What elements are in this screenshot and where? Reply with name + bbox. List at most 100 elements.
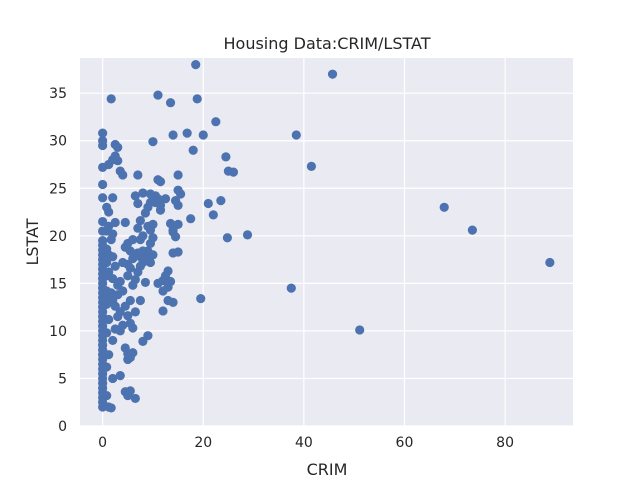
data-point — [130, 393, 140, 404]
data-point — [108, 252, 118, 262]
data-point — [439, 202, 449, 212]
data-point — [98, 193, 108, 203]
y-tick-label: 15 — [49, 276, 67, 292]
data-point — [306, 161, 317, 172]
data-point — [102, 328, 112, 338]
data-point — [104, 350, 114, 360]
data-point — [170, 232, 181, 242]
data-point — [168, 297, 178, 307]
data-point — [106, 403, 116, 413]
data-point — [145, 257, 156, 268]
x-tick-label: 0 — [98, 435, 107, 451]
data-point — [173, 219, 183, 230]
data-point — [102, 362, 112, 372]
data-point — [168, 130, 178, 140]
data-point — [216, 196, 226, 206]
y-tick-labels: 0 5 10 15 20 25 30 35 — [49, 86, 67, 435]
data-point — [228, 167, 239, 177]
data-point — [98, 235, 108, 246]
data-point — [118, 320, 128, 330]
data-point — [110, 217, 120, 228]
data-point — [118, 286, 128, 296]
data-point — [155, 177, 166, 187]
data-point — [155, 200, 166, 210]
data-point — [148, 250, 158, 260]
data-point — [130, 191, 140, 201]
data-point — [125, 295, 135, 306]
data-point — [208, 210, 218, 220]
data-point — [140, 277, 150, 288]
data-point — [98, 136, 108, 146]
data-point — [125, 386, 135, 396]
data-point — [133, 223, 143, 233]
data-point — [327, 69, 338, 79]
plot-background — [80, 58, 573, 426]
data-point — [128, 323, 138, 333]
y-axis-label: LSTAT — [23, 218, 42, 265]
data-point — [138, 188, 148, 198]
data-point — [123, 311, 133, 321]
data-point — [211, 117, 221, 127]
data-point — [108, 373, 118, 384]
data-point — [173, 247, 183, 257]
data-point — [102, 257, 112, 268]
y-tick-label: 5 — [58, 371, 67, 387]
data-point — [133, 198, 143, 209]
y-tick-label: 10 — [49, 324, 67, 340]
data-point — [173, 200, 183, 210]
data-points — [98, 60, 555, 413]
data-point — [160, 194, 171, 204]
data-point — [104, 314, 114, 325]
data-point — [545, 257, 555, 268]
data-point — [98, 179, 108, 190]
data-point — [291, 130, 301, 140]
data-point — [192, 94, 202, 104]
data-point — [148, 219, 158, 230]
data-point — [222, 233, 232, 243]
data-point — [196, 293, 206, 304]
data-point — [106, 94, 116, 104]
data-point — [135, 295, 145, 306]
data-point — [108, 193, 118, 203]
data-point — [98, 128, 108, 138]
data-point — [113, 156, 123, 166]
y-tick-label: 35 — [49, 86, 67, 102]
data-point — [148, 233, 158, 243]
data-point — [158, 306, 168, 316]
data-point — [104, 267, 114, 277]
data-point — [138, 231, 148, 241]
y-tick-label: 25 — [49, 181, 67, 197]
x-tick-label: 60 — [396, 435, 414, 451]
data-point — [128, 348, 138, 358]
data-point — [102, 390, 112, 401]
y-tick-label: 20 — [49, 229, 67, 245]
data-point — [153, 90, 163, 100]
x-tick-label: 40 — [295, 435, 313, 451]
data-point — [286, 283, 296, 293]
y-tick-label: 30 — [49, 134, 67, 150]
data-point — [186, 214, 196, 224]
data-point — [242, 230, 253, 240]
data-point — [165, 276, 176, 287]
data-point — [123, 271, 133, 281]
data-point — [173, 170, 183, 180]
data-point — [120, 217, 130, 228]
data-point — [198, 130, 208, 140]
data-point — [125, 263, 135, 273]
data-point — [203, 198, 213, 209]
data-point — [104, 207, 114, 217]
data-point — [110, 261, 120, 271]
data-point — [165, 98, 176, 108]
y-tick-label: 0 — [58, 419, 67, 435]
data-point — [108, 229, 118, 239]
x-tick-labels: 0 20 40 60 80 — [98, 435, 514, 451]
x-axis-label: CRIM — [307, 460, 348, 479]
data-point — [176, 189, 186, 199]
data-point — [191, 60, 201, 70]
data-point — [115, 276, 125, 287]
x-tick-label: 20 — [194, 435, 212, 451]
data-point — [108, 335, 118, 346]
data-point — [125, 246, 135, 256]
data-point — [113, 142, 123, 152]
